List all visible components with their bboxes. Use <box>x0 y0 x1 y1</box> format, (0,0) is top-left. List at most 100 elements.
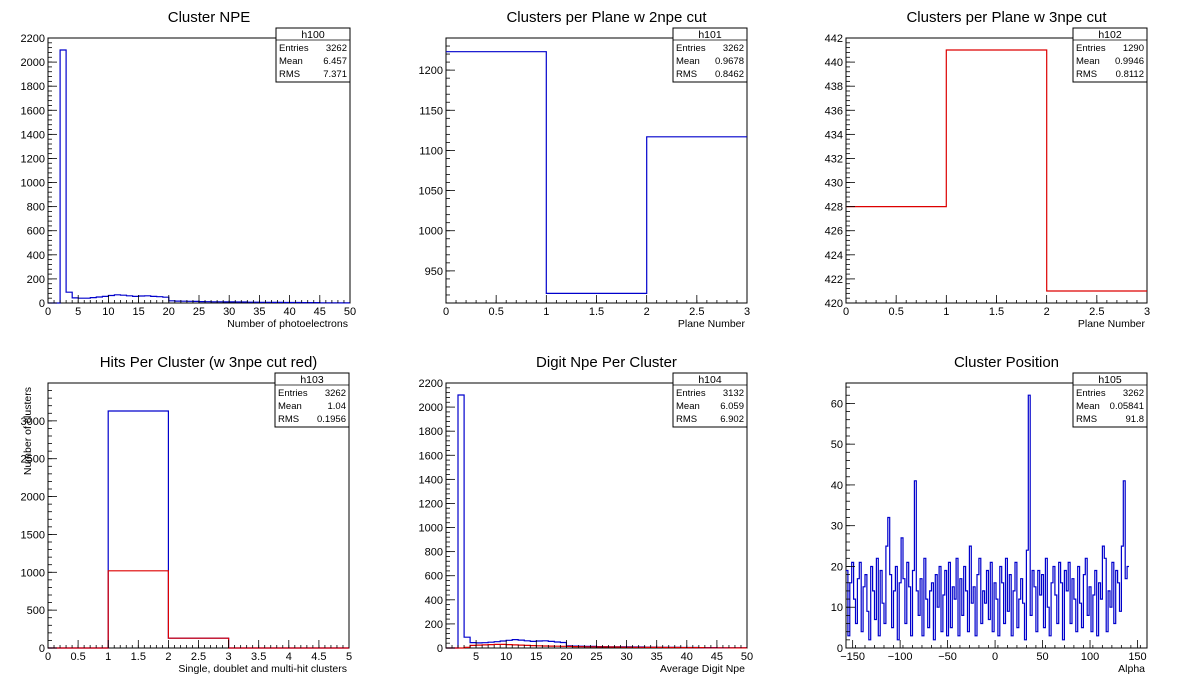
stats-box-frame <box>275 27 351 83</box>
x-tick-label: 45 <box>314 306 326 318</box>
plot-frame <box>845 382 1148 649</box>
stats-value-mean: 0.05841 <box>1110 401 1144 412</box>
stats-box: h102 Entries 1290 Mean 0.9946 RMS 0.8112 <box>1072 27 1148 83</box>
y-axis: 420 422 424 426 428 430 432 434 436 438 440 442 <box>825 33 855 310</box>
stats-box: h101 Entries 3262 Mean 0.9678 RMS 0.8462 <box>672 27 748 83</box>
y-tick-label: 442 <box>825 33 843 45</box>
y-tick-label: 420 <box>825 298 843 310</box>
stats-box-frame <box>672 372 748 428</box>
histogram-panel-h104: Digit Npe Per Cluster 5 10 15 20 25 30 35 40 45 50… <box>398 345 796 690</box>
stats-value-entries: 3262 <box>326 43 347 54</box>
stats-value-rms: 0.8112 <box>1116 69 1144 80</box>
x-axis-label: Number of photoelectrons <box>227 318 348 330</box>
histogram-panel-h102: Clusters per Plane w 3npe cut 0 0.5 1 1.5 2 2.… <box>798 0 1196 345</box>
stats-value-mean: 6.457 <box>323 56 347 67</box>
x-tick-label: 0 <box>992 651 998 663</box>
chart-title: Hits Per Cluster (w 3npe cut red) <box>100 354 318 371</box>
y-tick-label: 800 <box>27 202 45 214</box>
stats-box: h105 Entries 3262 Mean 0.05841 RMS 91.8 <box>1072 372 1148 428</box>
x-tick-label: 2.5 <box>1089 306 1104 318</box>
x-tick-label: 0 <box>443 306 449 318</box>
x-tick-label: 1 <box>543 306 549 318</box>
chart-title: Clusters per Plane w 2npe cut <box>506 9 707 26</box>
histogram-outline <box>846 49 1147 292</box>
chart-title: Cluster NPE <box>168 9 251 26</box>
x-tick-label: 1 <box>105 651 111 663</box>
x-tick-label: 20 <box>163 306 175 318</box>
histogram-series-0 <box>48 49 350 304</box>
y-tick-label: 426 <box>825 226 843 238</box>
x-tick-label: 1.5 <box>589 306 604 318</box>
x-axis-label: Plane Number <box>1078 318 1146 330</box>
x-tick-label: 2 <box>1044 306 1050 318</box>
y-tick-label: 1800 <box>419 426 443 438</box>
stats-value-rms: 7.371 <box>323 69 347 80</box>
y-tick-label: 432 <box>825 153 843 165</box>
y-tick-label: 600 <box>27 226 45 238</box>
x-tick-label: 2 <box>644 306 650 318</box>
histogram-series-1 <box>48 570 349 649</box>
y-tick-label: 422 <box>825 274 843 286</box>
histogram-panel-h105: Cluster Position −150 −100 −50 0 50 100 150 Alph… <box>798 345 1196 690</box>
stats-key-entries: Entries <box>676 43 706 54</box>
x-tick-label: 3 <box>226 651 232 663</box>
stats-key-rms: RMS <box>676 414 697 425</box>
x-tick-label: 5 <box>473 651 479 663</box>
y-tick-label: 950 <box>425 266 443 278</box>
x-tick-label: 0.5 <box>889 306 904 318</box>
x-tick-label: 2.5 <box>191 651 206 663</box>
y-tick-label: 400 <box>27 250 45 262</box>
y-tick-label: 1100 <box>419 145 443 157</box>
y-tick-label: 1400 <box>419 474 443 486</box>
y-tick-label: 30 <box>831 521 843 533</box>
stats-value-entries: 3262 <box>723 43 744 54</box>
y-tick-label: 1800 <box>21 81 45 93</box>
x-tick-label: 35 <box>651 651 663 663</box>
y-tick-label: 436 <box>825 105 843 117</box>
histogram-outline <box>48 49 350 304</box>
histogram-series-0 <box>846 394 1129 641</box>
y-tick-label: 60 <box>831 398 843 410</box>
histogram-svg-h105: Cluster Position−150 −100 −50 0 50 100 150Alph… <box>831 354 1148 675</box>
stats-value-mean: 0.9678 <box>715 56 744 67</box>
x-axis-label: Alpha <box>1118 663 1145 675</box>
y-tick-label: 1000 <box>21 567 45 579</box>
stats-key-rms: RMS <box>279 69 300 80</box>
stats-value-entries: 1290 <box>1123 43 1144 54</box>
x-tick-label: 4.5 <box>311 651 326 663</box>
y-axis: 950 1000 1050 1100 1150 1200 <box>419 37 455 304</box>
x-tick-label: 1.5 <box>131 651 146 663</box>
x-tick-label: 0.5 <box>489 306 504 318</box>
stats-key-mean: Mean <box>676 401 700 412</box>
stats-value-entries: 3132 <box>723 388 744 399</box>
x-tick-label: 100 <box>1081 651 1099 663</box>
histogram-series-0 <box>846 49 1147 292</box>
stats-histogram-name: h103 <box>300 374 324 386</box>
stats-key-rms: RMS <box>676 69 697 80</box>
x-tick-label: 25 <box>193 306 205 318</box>
histogram-outline <box>846 394 1129 641</box>
y-tick-label: 200 <box>425 619 443 631</box>
x-tick-label: 5 <box>346 651 352 663</box>
stats-box-frame <box>672 27 748 83</box>
histogram-outline <box>48 570 349 649</box>
histogram-series-0 <box>48 410 349 649</box>
y-tick-label: 600 <box>425 571 443 583</box>
stats-value-rms: 0.1956 <box>317 414 346 425</box>
histogram-series-0 <box>446 394 747 649</box>
histogram-panel-h101: Clusters per Plane w 2npe cut 0 0.5 1 1.5 2 2.… <box>398 0 796 345</box>
y-tick-label: 2200 <box>21 33 45 45</box>
stats-key-mean: Mean <box>278 401 302 412</box>
stats-key-mean: Mean <box>1076 56 1100 67</box>
y-tick-label: 1000 <box>419 523 443 535</box>
x-tick-label: −100 <box>888 651 913 663</box>
x-axis-label: Plane Number <box>678 318 746 330</box>
y-tick-label: 1200 <box>21 153 45 165</box>
y-tick-label: 430 <box>825 178 843 190</box>
